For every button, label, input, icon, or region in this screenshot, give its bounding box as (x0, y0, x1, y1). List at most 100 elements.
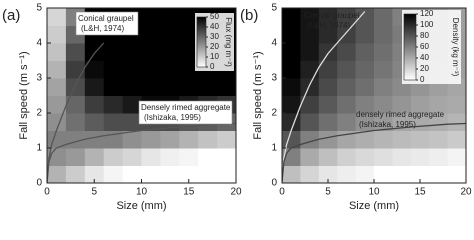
contour-cell (392, 148, 412, 166)
contour-cell (103, 60, 124, 79)
contour-cell (179, 8, 199, 26)
curve (47, 42, 105, 183)
contour-cell (122, 60, 142, 79)
contour-cell (337, 165, 357, 183)
annotation: (Ishizaka, 1995) (359, 120, 416, 129)
contour-cell (355, 8, 375, 26)
contour-cell (318, 78, 338, 96)
contour-cell (160, 60, 180, 79)
contour-cell (318, 113, 338, 131)
x-tick-label: 20 (230, 187, 242, 198)
y-tick-label: 3 (36, 73, 42, 84)
x-tick-label: 20 (460, 187, 472, 198)
colorbar-tick-label: 0 (210, 62, 215, 71)
contour-cell (300, 25, 320, 44)
contour-cell (103, 148, 124, 166)
y-tick-label: 1 (36, 143, 42, 154)
panel-label: (a) (2, 7, 20, 24)
contour-cell (318, 165, 338, 183)
contour-cell (300, 113, 320, 131)
contour-cell (447, 95, 466, 114)
contour-cell (84, 148, 105, 166)
contour-cell (65, 130, 86, 149)
contour-cell (84, 165, 105, 183)
contour-cell (374, 25, 393, 44)
contour-cell (179, 43, 199, 61)
contour-cell (103, 95, 124, 114)
panel-label: (b) (240, 7, 258, 24)
colorbar-tick-label: 60 (420, 42, 429, 51)
contour-cell (355, 165, 375, 183)
contour-cell (160, 130, 180, 149)
contour-cell (337, 25, 357, 44)
colorbar-tick-label: 30 (210, 32, 219, 41)
y-tick-label: 5 (36, 3, 42, 14)
contour-cell (141, 165, 161, 183)
contour-cell (447, 113, 466, 131)
x-tick-label: 0 (279, 187, 285, 198)
colorbar-label: Density (kg m⁻³) (451, 18, 460, 77)
colorbar-tick-label: 120 (420, 9, 434, 18)
contour-cell (282, 8, 301, 26)
contour-cell (374, 95, 393, 114)
contour-cell (300, 165, 320, 183)
contour-cell (429, 130, 449, 149)
colorbar-tick-label: 40 (420, 53, 429, 62)
colorbar (403, 13, 417, 81)
contour-cell (179, 25, 199, 44)
contour-cell (141, 148, 161, 166)
contour-cell (429, 148, 449, 166)
contour-cell (160, 78, 180, 96)
colorbar-tick-label: 20 (210, 42, 219, 51)
contour-cell (300, 8, 320, 26)
contour-cell (160, 8, 180, 26)
contour-cell (337, 43, 357, 61)
contour-cell (103, 43, 124, 61)
annotation-box (75, 11, 139, 36)
annotation: Densely rimed aggregate (141, 103, 231, 112)
contour-cell (141, 8, 161, 26)
annotation: (L&H, 1974) (307, 21, 350, 30)
contour-cell (198, 165, 218, 183)
colorbar-tick-label: 80 (420, 31, 429, 40)
y-tick-label: 0 (271, 178, 277, 189)
contour-cell (47, 8, 67, 26)
contour-cell (374, 8, 393, 26)
contour-cell (355, 78, 375, 96)
y-tick-label: 1 (271, 143, 277, 154)
contour-cell (318, 130, 338, 149)
contour-cell (282, 95, 301, 114)
y-tick-label: 4 (36, 38, 42, 49)
contour-cell (84, 78, 105, 96)
contour-cell (374, 78, 393, 96)
contour-cell (429, 165, 449, 183)
contour-cell (122, 43, 142, 61)
contour-cell (122, 130, 142, 149)
contour-cell (160, 25, 180, 44)
contour-cell (300, 60, 320, 79)
contour-cell (84, 113, 105, 131)
contour-cell (282, 43, 301, 61)
contour-cell (217, 78, 236, 96)
contour-cell (374, 148, 393, 166)
contour-cell (47, 60, 67, 79)
contour-cell (198, 78, 218, 96)
contour-cell (141, 78, 161, 96)
y-tick-label: 4 (271, 38, 277, 49)
contour-cell (429, 95, 449, 114)
contour-cell (47, 25, 67, 44)
contour-cell (300, 43, 320, 61)
y-axis-label: Fall speed (m s⁻¹) (18, 51, 30, 139)
annotation: (Ishizaka, 1995) (144, 113, 201, 122)
annotation: (L&H, 1974) (81, 24, 124, 33)
y-tick-label: 2 (271, 108, 277, 119)
x-tick-label: 10 (136, 187, 148, 198)
y-tick-label: 5 (271, 3, 277, 14)
contour-cell (337, 60, 357, 79)
contour-cell (410, 148, 430, 166)
y-tick-label: 2 (36, 108, 42, 119)
contour-cell (410, 165, 430, 183)
contour-cell (160, 43, 180, 61)
contour-cell (355, 60, 375, 79)
contour-cell (337, 148, 357, 166)
